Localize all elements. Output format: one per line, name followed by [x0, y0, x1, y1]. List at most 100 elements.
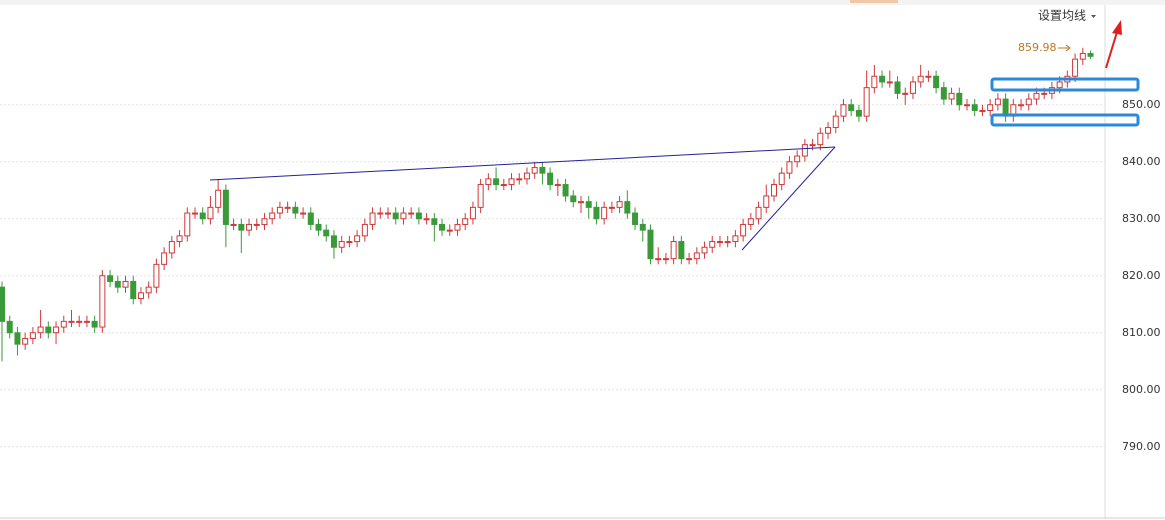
candle-body	[794, 155, 801, 163]
candle-body	[1072, 58, 1079, 77]
y-tick-label: 800.00	[1122, 383, 1161, 396]
candle-body	[176, 235, 183, 243]
candle-body	[871, 75, 878, 89]
candle-body	[0, 286, 5, 322]
candle-body	[1033, 92, 1040, 100]
candle-body	[578, 201, 584, 204]
candle-body	[377, 212, 384, 215]
y-tick-label: 820.00	[1122, 269, 1161, 282]
candle-body	[1079, 52, 1086, 60]
candle-body	[1056, 81, 1063, 89]
candle-body	[647, 229, 654, 260]
arrow-head	[1112, 20, 1122, 35]
candle-body	[531, 166, 538, 174]
arrow	[1105, 31, 1118, 69]
candle-body	[6, 320, 13, 334]
candle-body	[385, 212, 391, 215]
candle-body	[261, 218, 268, 225]
candle-body	[1041, 92, 1048, 95]
candle-body	[99, 275, 106, 328]
candle-body	[83, 320, 90, 323]
candle-body	[608, 206, 615, 209]
candle-body	[207, 206, 214, 220]
candle-body	[392, 212, 399, 220]
candle-body	[801, 144, 808, 157]
candle-body	[886, 81, 893, 84]
candle-body	[539, 166, 546, 174]
candle-body	[616, 201, 623, 208]
candle-body	[500, 184, 507, 187]
candle-body	[655, 258, 662, 261]
candle-body	[230, 223, 237, 226]
candle-body	[269, 212, 276, 220]
candle-body	[354, 235, 361, 243]
candle-body	[462, 218, 469, 225]
candle-body	[902, 92, 909, 95]
candle-body	[994, 98, 1001, 106]
candle-body	[60, 320, 67, 328]
y-tick-label: 790.00	[1122, 440, 1161, 453]
candle-body	[145, 286, 152, 294]
candle-body	[137, 292, 144, 300]
candle-body	[315, 223, 322, 231]
candle-body	[184, 212, 191, 237]
candle-body	[408, 212, 415, 215]
candle-body	[346, 241, 353, 244]
candle-body	[554, 184, 561, 187]
candle-body	[933, 75, 940, 89]
candle-body	[709, 241, 716, 248]
candle-body	[593, 206, 600, 220]
candle-body	[925, 75, 932, 78]
candle-body	[307, 212, 314, 225]
max-annotation: 859.98	[1018, 41, 1057, 54]
candle-body	[477, 184, 484, 208]
candle-body	[439, 223, 446, 231]
candle-body	[632, 212, 639, 225]
candle-body	[68, 320, 75, 323]
candle-body	[855, 109, 862, 117]
candle-body	[253, 223, 260, 226]
candle-body	[624, 201, 631, 214]
candle-body	[662, 258, 669, 261]
candle-body	[516, 178, 523, 181]
candle-body	[964, 104, 970, 107]
grid: 790.00 800.00 810.00 820.00 830.00 840.00 850.…	[0, 98, 1161, 453]
candle-body	[747, 218, 754, 225]
candle-body	[168, 241, 175, 254]
trend-line	[209, 146, 836, 181]
ma-button[interactable]: 设置均线	[1038, 9, 1086, 23]
candle-body	[238, 223, 245, 231]
candle-body	[832, 115, 839, 129]
candle-body	[192, 212, 198, 215]
y-tick-label: 850.00	[1122, 98, 1161, 111]
candle-body	[222, 189, 229, 225]
candle-body	[330, 235, 337, 248]
candle-body	[701, 246, 708, 254]
candle-body	[323, 229, 330, 237]
candle-body	[670, 241, 677, 260]
candle-body	[45, 326, 52, 334]
highlight-box	[990, 113, 1140, 127]
top-bar	[0, 0, 1165, 5]
candle-body	[114, 280, 121, 288]
candle-body	[971, 104, 978, 111]
candle-body	[763, 195, 770, 208]
candle-body	[338, 241, 345, 248]
candle-body	[91, 320, 98, 328]
candle-body	[292, 206, 299, 214]
candle-body	[130, 280, 137, 300]
y-tick-label: 830.00	[1122, 212, 1161, 225]
candle-body	[693, 252, 700, 260]
candle-body	[523, 172, 530, 180]
candle-body	[732, 235, 739, 243]
candle-body	[547, 172, 554, 186]
candle-body	[840, 104, 847, 117]
candle-body	[894, 81, 901, 94]
candle-body	[199, 212, 206, 220]
candle-body	[423, 218, 430, 221]
candle-body	[37, 326, 44, 334]
candle-body	[284, 206, 291, 209]
candle-body	[755, 206, 762, 220]
candle-body	[431, 218, 438, 225]
dropdown-caret	[1091, 15, 1096, 18]
